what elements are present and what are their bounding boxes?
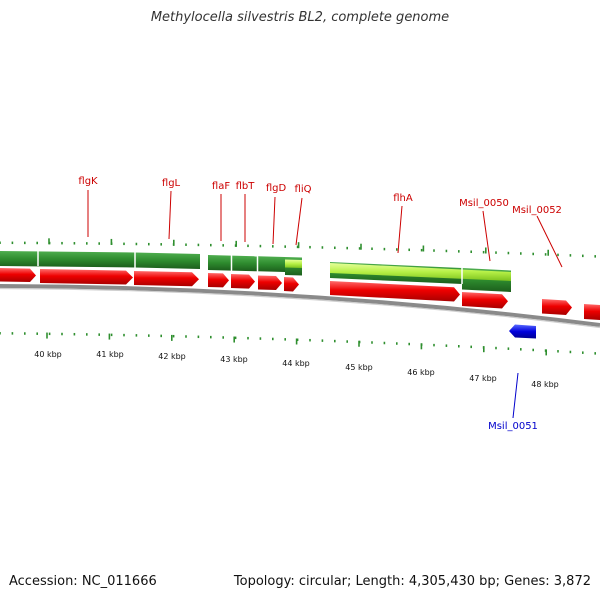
gene-label-flhA[interactable]: flhA — [393, 193, 413, 204]
leader-line — [295, 197, 303, 246]
scale-label: 43 kbp — [220, 355, 248, 364]
forward-gene-arrow-icon[interactable] — [208, 273, 229, 288]
forward-gene-arrow-icon[interactable] — [134, 271, 199, 287]
genome-summary-text: Topology: circular; Length: 4,305,430 bp… — [233, 574, 591, 589]
cds-bar — [208, 255, 231, 271]
forward-gene-arrow-icon[interactable] — [284, 277, 299, 292]
accession-text: Accession: NC_011666 — [9, 574, 157, 589]
leader-line — [536, 215, 563, 268]
scale-label: 45 kbp — [345, 363, 373, 372]
forward-gene-arrow-icon[interactable] — [0, 268, 36, 282]
gene-label-Msil_0051[interactable]: Msil_0051 — [488, 421, 538, 432]
gene-label-flbT[interactable]: flbT — [236, 181, 256, 192]
scale-label: 47 kbp — [469, 374, 497, 383]
gene-labels: flgK flgL flaF flbT flgD fliQ flhA Msil_… — [78, 176, 562, 432]
scale-labels: 40 kbp 41 kbp 42 kbp 43 kbp 44 kbp 45 kb… — [34, 350, 559, 389]
genome-backbone-shadow — [0, 287, 600, 329]
scale-label: 46 kbp — [407, 368, 435, 377]
reverse-gene-arrow-icon[interactable] — [509, 324, 536, 339]
leader-line — [482, 210, 491, 262]
gene-label-fliQ[interactable]: fliQ — [295, 184, 312, 195]
cds-bar — [232, 255, 257, 272]
leader-line — [168, 190, 172, 240]
upper-tick-row — [0, 238, 597, 258]
gene-label-flgD[interactable]: flgD — [266, 183, 287, 194]
forward-gene-arrow-icon[interactable] — [258, 275, 282, 291]
scale-label: 40 kbp — [34, 350, 62, 359]
gene-label-Msil_0052[interactable]: Msil_0052 — [512, 205, 562, 216]
forward-gene-track — [0, 268, 600, 320]
scale-label: 42 kbp — [158, 352, 186, 361]
map-title: Methylocella silvestris BL2, complete ge… — [150, 10, 450, 25]
leader-line — [397, 205, 403, 254]
cds-bar — [258, 256, 285, 272]
cds-track — [0, 251, 511, 292]
leader-line — [512, 372, 519, 419]
scale-label: 41 kbp — [96, 350, 124, 359]
scale-label: 48 kbp — [531, 380, 559, 389]
forward-gene-arrow-icon[interactable] — [462, 292, 508, 309]
genome-backbone — [0, 284, 600, 327]
forward-gene-arrow-icon[interactable] — [330, 281, 460, 302]
gene-label-flaF[interactable]: flaF — [212, 181, 230, 192]
lower-tick-row — [0, 332, 597, 356]
cds-bar-highlight — [330, 263, 511, 281]
scale-label: 44 kbp — [282, 359, 310, 368]
gene-label-flgK[interactable]: flgK — [78, 176, 98, 187]
label-leaders — [87, 190, 563, 419]
gene-label-Msil_0050[interactable]: Msil_0050 — [459, 198, 509, 209]
forward-gene-arrow-icon[interactable] — [584, 304, 600, 320]
cds-bar — [0, 251, 135, 268]
leader-line — [272, 196, 276, 245]
cds-bar — [135, 252, 200, 269]
forward-gene-arrow-icon[interactable] — [40, 269, 133, 285]
gene-label-flgL[interactable]: flgL — [162, 178, 181, 189]
forward-gene-arrow-icon[interactable] — [231, 274, 255, 289]
cds-bar-highlight — [285, 259, 302, 268]
forward-gene-arrow-icon[interactable] — [542, 299, 572, 315]
